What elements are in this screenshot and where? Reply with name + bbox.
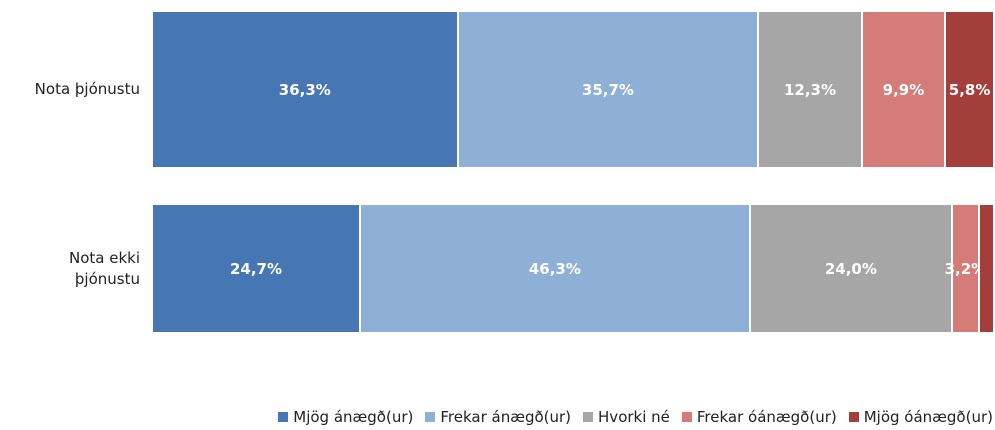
bar-segment: 9,9% — [862, 12, 947, 167]
bar-segment: 3,2% — [945, 205, 986, 332]
category-label: Nota þjónustu — [34, 80, 140, 98]
bar-segment: 35,7% — [458, 12, 760, 167]
data-label: 3,2% — [944, 259, 987, 278]
legend-item: Hvorki né — [583, 408, 670, 426]
bar-segment: 12,3% — [759, 12, 863, 167]
legend-swatch — [681, 412, 692, 422]
legend-swatch — [848, 412, 859, 422]
data-label: 24,7% — [229, 259, 282, 278]
data-label: 9,9% — [882, 80, 925, 99]
data-label: 36,3% — [278, 80, 331, 99]
legend: Mjög ánægð(ur) Frekar ánægð(ur) Hvorki né F… — [278, 408, 993, 426]
data-label: 35,7% — [581, 80, 634, 99]
legend-label: Frekar óánægð(ur) — [696, 408, 837, 426]
bar-segment: 24,7% — [153, 205, 361, 332]
legend-label: Hvorki né — [598, 408, 670, 426]
bar-segment: 36,3% — [153, 12, 459, 167]
category-label: Nota ekki þjónustu — [68, 248, 140, 288]
bar-segment: 46,3% — [360, 205, 751, 332]
bar-segment — [979, 205, 995, 332]
data-label: 5,8% — [948, 80, 991, 99]
legend-swatch — [425, 412, 436, 422]
legend-swatch — [583, 412, 594, 422]
legend-label: Mjög óánægð(ur) — [863, 408, 993, 426]
data-label: 24,0% — [824, 259, 877, 278]
legend-item: Frekar ánægð(ur) — [425, 408, 571, 426]
bar-segment: 24,0% — [750, 205, 953, 332]
legend-item: Frekar óánægð(ur) — [681, 408, 837, 426]
legend-label: Mjög ánægð(ur) — [293, 408, 414, 426]
legend-item: Mjög óánægð(ur) — [848, 408, 993, 426]
legend-swatch — [278, 412, 289, 422]
legend-label: Frekar ánægð(ur) — [440, 408, 572, 426]
data-label: 12,3% — [783, 80, 837, 99]
bar-segment: 5,8% — [946, 12, 995, 167]
data-label: 46,3% — [528, 259, 581, 278]
legend-item: Mjög ánægð(ur) — [278, 408, 413, 426]
